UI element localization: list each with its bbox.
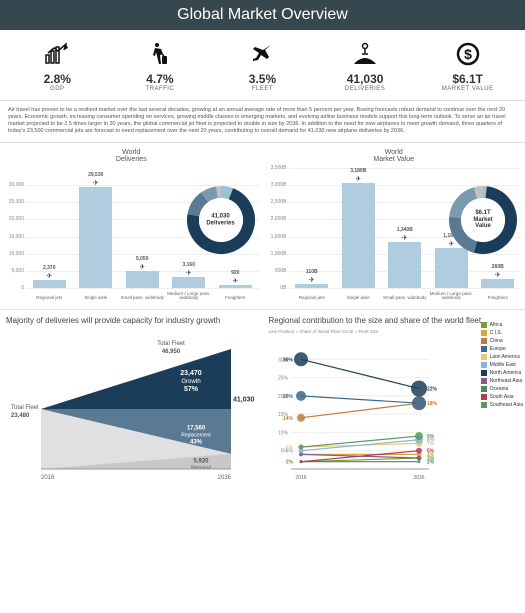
svg-text:14%: 14%: [282, 416, 293, 422]
svg-text:5%: 5%: [427, 449, 435, 455]
panel-title: Majority of deliveries will provide capa…: [6, 316, 257, 325]
kpi-gdp: 2.8% GDP: [6, 40, 109, 92]
svg-text:2016: 2016: [295, 475, 306, 481]
svg-text:18%: 18%: [427, 401, 438, 407]
legend-item: North America: [481, 370, 523, 376]
kpi-fleet: 3.5% FLEET: [211, 40, 314, 92]
triangle-panel: Majority of deliveries will provide capa…: [0, 310, 263, 495]
svg-text:57%: 57%: [184, 386, 199, 393]
page-header: Global Market Overview: [0, 0, 525, 30]
svg-text:25%: 25%: [277, 376, 288, 382]
svg-text:2036: 2036: [413, 475, 424, 481]
svg-text:5%: 5%: [285, 449, 293, 455]
svg-text:9%: 9%: [427, 434, 435, 440]
legend-item: Latin America: [481, 354, 523, 360]
legend-item: China: [481, 338, 523, 344]
svg-text:23,480: 23,480: [11, 413, 30, 419]
kpi-marketvalue: $ $6.1T MARKET VALUE: [416, 40, 519, 92]
chart-title: World: [122, 149, 140, 156]
bar-1: 3,180B✈Single aisle: [335, 168, 382, 288]
legend-item: Oceania: [481, 386, 523, 392]
kpi-deliveries: 41,030 DELIVERIES: [314, 40, 417, 92]
marketvalue-panel: WorldMarket Value 0B500B1,000B1,500B2,00…: [263, 143, 525, 309]
description-text: Air travel has proven to be a resilient …: [0, 101, 525, 143]
legend-item: Middle East: [481, 362, 523, 368]
bottom-row: Majority of deliveries will provide capa…: [0, 310, 525, 495]
chart-title: World: [385, 149, 403, 156]
legend-item: Northeast Asia: [481, 378, 523, 384]
svg-text:2%: 2%: [427, 460, 435, 466]
kpi-value: $6.1T: [416, 72, 519, 86]
kpi-label: GDP: [6, 86, 109, 92]
deliveries-donut: 41,030Deliveries: [187, 186, 255, 254]
legend-item: Africa: [481, 322, 523, 328]
svg-text:17,560: 17,560: [187, 425, 206, 431]
regional-legend: Africa C.I.S. China Europe Latin America Midd…: [481, 322, 523, 410]
svg-text:$: $: [464, 46, 472, 62]
kpi-traffic: 4.7% TRAFFIC: [109, 40, 212, 92]
svg-text:23,470: 23,470: [180, 370, 202, 377]
growth-icon: [6, 40, 109, 68]
svg-text:Growth: Growth: [181, 379, 200, 385]
svg-text:2036: 2036: [218, 475, 232, 481]
bar-1: 29,530✈Single aisle: [73, 168, 120, 288]
kpi-label: DELIVERIES: [314, 86, 417, 92]
svg-text:5,920: 5,920: [193, 458, 209, 464]
traveler-icon: [109, 40, 212, 68]
page-title: Global Market Overview: [177, 6, 348, 23]
triangle-chart: Total Fleet 46,950 Total Fleet 23,480 41,030…: [6, 329, 256, 489]
marketvalue-donut: $6.1TMarket Value: [449, 186, 517, 254]
bar-0: 2,370✈Regional jets: [26, 168, 73, 288]
bar-2: 5,050✈Small pass. widebody: [119, 168, 166, 288]
plane-icon: [211, 40, 314, 68]
bar-0: 110B✈Regional jets: [289, 168, 336, 288]
kpi-value: 4.7%: [109, 72, 212, 86]
svg-text:46,950: 46,950: [162, 349, 181, 355]
regional-panel: Regional contribution to the size and sh…: [263, 310, 525, 495]
svg-text:2016: 2016: [41, 475, 55, 481]
svg-text:Retained: Retained: [191, 465, 211, 471]
svg-text:10%: 10%: [277, 430, 288, 436]
svg-text:Replacement: Replacement: [181, 432, 211, 438]
legend-item: C.I.S.: [481, 330, 523, 336]
svg-text:41,030: 41,030: [233, 396, 255, 403]
regional-chart: 5%10%15%20%25%30%2%3%4%14%18%20%6%7%5%8%…: [269, 336, 449, 481]
kpi-label: TRAFFIC: [109, 86, 212, 92]
kpi-value: 3.5%: [211, 72, 314, 86]
svg-text:30%: 30%: [282, 357, 293, 363]
dollar-icon: $: [416, 40, 519, 68]
svg-text:2%: 2%: [285, 460, 293, 466]
svg-text:20%: 20%: [282, 394, 293, 400]
svg-text:Total Fleet: Total Fleet: [157, 341, 185, 347]
svg-text:22%: 22%: [427, 386, 438, 392]
legend-item: Europe: [481, 346, 523, 352]
kpi-row: 2.8% GDP 4.7% TRAFFIC 3.5% FLEET 41,030 …: [0, 30, 525, 101]
kpi-label: MARKET VALUE: [416, 86, 519, 92]
kpi-value: 2.8%: [6, 72, 109, 86]
charts-row: WorldDeliveries 05,00010,00015,00020,000…: [0, 143, 525, 310]
legend-item: South Asia: [481, 394, 523, 400]
svg-text:Total Fleet: Total Fleet: [11, 405, 39, 411]
hand-keys-icon: [314, 40, 417, 68]
deliveries-panel: WorldDeliveries 05,00010,00015,00020,000…: [0, 143, 263, 309]
svg-text:43%: 43%: [190, 439, 203, 445]
bar-2: 1,340B✈Small pass. widebody: [382, 168, 429, 288]
legend-item: Southeast Asia: [481, 402, 523, 408]
kpi-value: 41,030: [314, 72, 417, 86]
kpi-label: FLEET: [211, 86, 314, 92]
